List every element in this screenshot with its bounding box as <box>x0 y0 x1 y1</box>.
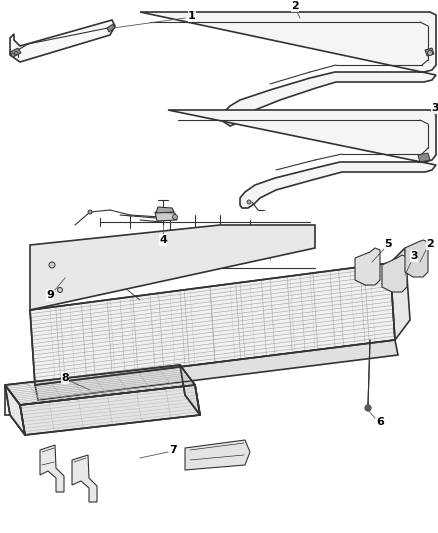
Polygon shape <box>10 48 21 57</box>
Text: 3: 3 <box>431 103 438 113</box>
Polygon shape <box>390 248 410 340</box>
Circle shape <box>57 287 63 293</box>
Circle shape <box>11 53 14 56</box>
Circle shape <box>367 407 370 409</box>
Polygon shape <box>35 340 398 400</box>
Circle shape <box>88 210 92 214</box>
Polygon shape <box>156 207 174 213</box>
Polygon shape <box>180 365 200 415</box>
Text: 4: 4 <box>159 235 167 245</box>
Polygon shape <box>185 440 250 470</box>
Polygon shape <box>72 455 97 502</box>
Text: 9: 9 <box>46 290 54 300</box>
Polygon shape <box>30 225 315 310</box>
Polygon shape <box>30 263 395 385</box>
Text: 5: 5 <box>384 239 392 249</box>
Text: 2: 2 <box>426 239 434 249</box>
Polygon shape <box>5 365 195 405</box>
Text: 8: 8 <box>61 373 69 383</box>
Circle shape <box>427 51 432 55</box>
Circle shape <box>247 200 251 204</box>
Text: 7: 7 <box>169 445 177 455</box>
Circle shape <box>49 262 55 268</box>
Polygon shape <box>10 20 115 62</box>
Circle shape <box>173 214 177 220</box>
Text: 2: 2 <box>291 1 299 11</box>
Polygon shape <box>155 212 177 221</box>
Text: 6: 6 <box>376 417 384 427</box>
Polygon shape <box>355 248 380 285</box>
Circle shape <box>365 405 371 411</box>
Polygon shape <box>107 24 115 32</box>
Polygon shape <box>40 445 64 492</box>
Polygon shape <box>405 240 428 277</box>
Polygon shape <box>425 48 434 56</box>
Polygon shape <box>5 385 25 435</box>
Polygon shape <box>20 385 200 435</box>
Polygon shape <box>168 110 436 208</box>
Circle shape <box>14 52 18 54</box>
Polygon shape <box>140 12 436 126</box>
Text: 3: 3 <box>410 251 418 261</box>
Polygon shape <box>382 255 407 292</box>
Polygon shape <box>418 153 430 162</box>
Text: 1: 1 <box>188 11 196 21</box>
